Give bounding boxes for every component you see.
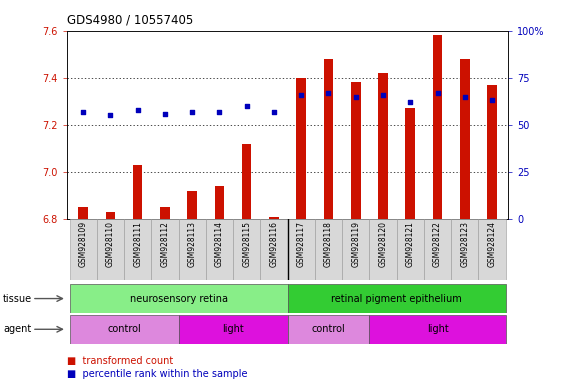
Bar — [206, 219, 233, 280]
Text: GSM928115: GSM928115 — [242, 221, 251, 267]
Text: GSM928119: GSM928119 — [352, 221, 360, 267]
Bar — [70, 315, 178, 344]
Bar — [78, 207, 88, 219]
Text: neurosensory retina: neurosensory retina — [130, 293, 228, 304]
Text: GSM928116: GSM928116 — [270, 221, 278, 267]
Bar — [188, 191, 197, 219]
Text: GSM928109: GSM928109 — [78, 221, 88, 267]
Point — [296, 92, 306, 98]
Text: retinal pigment epithelium: retinal pigment epithelium — [331, 293, 462, 304]
Text: GSM928122: GSM928122 — [433, 221, 442, 266]
Point — [78, 109, 88, 115]
Text: light: light — [222, 324, 244, 334]
Bar — [133, 165, 142, 219]
Bar — [378, 73, 388, 219]
Bar — [106, 212, 115, 219]
Text: GSM928112: GSM928112 — [160, 221, 170, 266]
Text: GSM928120: GSM928120 — [378, 221, 388, 267]
Bar — [487, 85, 497, 219]
Bar — [315, 219, 342, 280]
Point — [133, 107, 142, 113]
Bar — [397, 219, 424, 280]
Bar — [269, 217, 279, 219]
Point — [270, 109, 279, 115]
Bar — [370, 219, 397, 280]
Point — [351, 94, 360, 100]
Bar — [70, 284, 288, 313]
Point — [433, 90, 442, 96]
Text: GSM928121: GSM928121 — [406, 221, 415, 266]
Bar — [242, 144, 252, 219]
Text: agent: agent — [3, 324, 31, 334]
Text: GSM928117: GSM928117 — [297, 221, 306, 267]
Text: GSM928111: GSM928111 — [133, 221, 142, 266]
Point — [406, 99, 415, 105]
Bar — [151, 219, 178, 280]
Point — [215, 109, 224, 115]
Bar — [324, 59, 333, 219]
Bar — [478, 219, 505, 280]
Point — [106, 113, 115, 119]
Text: control: control — [107, 324, 141, 334]
Text: ■  transformed count: ■ transformed count — [67, 356, 173, 366]
Text: control: control — [311, 324, 345, 334]
Point — [487, 97, 497, 103]
Text: light: light — [426, 324, 449, 334]
Bar — [178, 315, 288, 344]
Bar — [70, 219, 97, 280]
Bar — [233, 219, 260, 280]
Text: GSM928110: GSM928110 — [106, 221, 115, 267]
Bar — [424, 219, 451, 280]
Point — [378, 92, 388, 98]
Point — [160, 111, 170, 117]
Point — [188, 109, 197, 115]
Text: GSM928114: GSM928114 — [215, 221, 224, 267]
Bar — [260, 219, 288, 280]
Bar — [124, 219, 151, 280]
Bar — [288, 315, 370, 344]
Bar — [288, 284, 505, 313]
Text: GDS4980 / 10557405: GDS4980 / 10557405 — [67, 14, 193, 27]
Bar — [178, 219, 206, 280]
Bar — [342, 219, 370, 280]
Point — [460, 94, 469, 100]
Point — [242, 103, 252, 109]
Bar — [97, 219, 124, 280]
Text: GSM928118: GSM928118 — [324, 221, 333, 266]
Point — [324, 90, 333, 96]
Bar — [288, 219, 315, 280]
Bar — [351, 83, 360, 219]
Bar — [215, 186, 224, 219]
Text: GSM928124: GSM928124 — [487, 221, 497, 267]
Bar — [370, 315, 505, 344]
Bar — [160, 207, 170, 219]
Text: tissue: tissue — [3, 293, 32, 304]
Text: GSM928123: GSM928123 — [460, 221, 469, 267]
Text: ■  percentile rank within the sample: ■ percentile rank within the sample — [67, 369, 248, 379]
Bar — [460, 59, 469, 219]
Bar — [451, 219, 478, 280]
Bar — [406, 108, 415, 219]
Text: GSM928113: GSM928113 — [188, 221, 197, 267]
Bar — [433, 35, 442, 219]
Bar — [296, 78, 306, 219]
